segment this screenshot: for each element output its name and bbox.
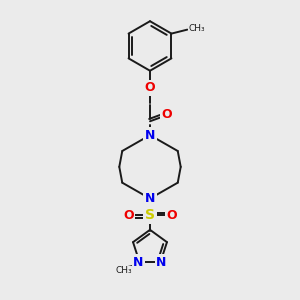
Text: CH₃: CH₃: [188, 24, 205, 33]
Text: N: N: [145, 192, 155, 205]
Text: O: O: [123, 209, 134, 222]
Text: S: S: [145, 208, 155, 222]
Text: CH₃: CH₃: [116, 266, 132, 275]
Text: N: N: [145, 129, 155, 142]
Text: N: N: [156, 256, 167, 268]
Text: N: N: [133, 256, 144, 268]
Text: O: O: [161, 108, 172, 121]
Text: N: N: [145, 129, 155, 142]
Text: O: O: [167, 209, 177, 222]
Text: O: O: [145, 81, 155, 94]
